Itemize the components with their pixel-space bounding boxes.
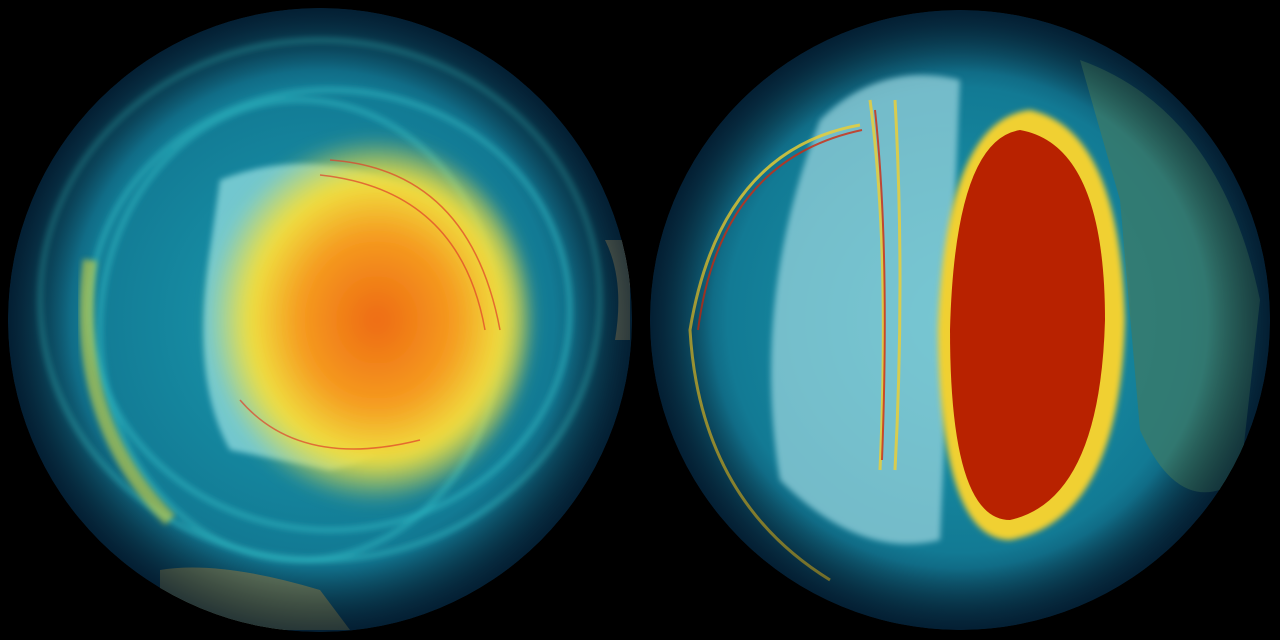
left-globe [8,8,632,632]
right-globe [650,10,1270,630]
